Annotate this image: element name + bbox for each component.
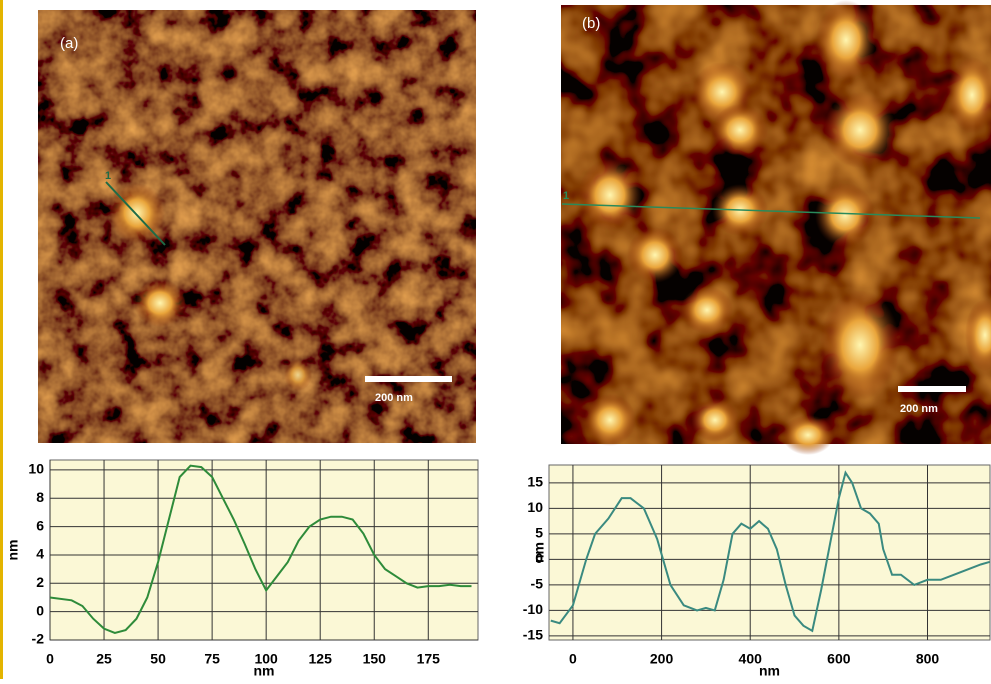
- line-marker: 1: [105, 170, 111, 182]
- plot-area: [548, 464, 991, 641]
- y-axis-label: nm: [5, 540, 21, 561]
- x-tick-label: 600: [827, 651, 851, 667]
- scale-bar-label: 200 nm: [375, 392, 413, 404]
- plot-area: [49, 459, 479, 641]
- x-tick-label: 100: [254, 651, 278, 667]
- x-tick-label: 0: [46, 651, 54, 667]
- y-tick-label: -10: [523, 601, 543, 617]
- x-tick-label: 0: [569, 651, 577, 667]
- y-tick-label: -15: [523, 627, 543, 643]
- afm-image-a: [38, 10, 476, 443]
- x-tick-label: 50: [150, 651, 166, 667]
- x-tick-label: 125: [309, 651, 333, 667]
- y-tick-label: 8: [36, 489, 44, 505]
- x-tick-label: 25: [96, 651, 112, 667]
- panel-label: (a): [60, 35, 78, 52]
- y-tick-label: 15: [527, 474, 543, 490]
- profile-line: [49, 464, 472, 634]
- edge-strip: [0, 0, 3, 679]
- y-tick-label: 2: [36, 574, 44, 590]
- x-tick-label: 175: [417, 651, 441, 667]
- y-tick-label: 4: [36, 546, 44, 562]
- x-axis-label: nm: [254, 663, 275, 679]
- y-axis-label: nm: [531, 542, 547, 563]
- scale-bar-label: 200 nm: [900, 403, 938, 415]
- y-tick-label: -5: [531, 576, 544, 592]
- x-tick-label: 150: [363, 651, 387, 667]
- y-tick-label: -2: [32, 631, 45, 647]
- x-tick-label: 400: [739, 651, 763, 667]
- x-tick-label: 200: [650, 651, 674, 667]
- profile-line: [550, 470, 990, 633]
- y-tick-label: 0: [535, 550, 543, 566]
- panel-label: (b): [582, 15, 600, 32]
- afm-image-b: [561, 0, 991, 455]
- y-tick-label: 6: [36, 517, 44, 533]
- y-tick-label: 10: [527, 499, 543, 515]
- y-tick-label: 0: [36, 602, 44, 618]
- y-tick-label: 10: [28, 461, 44, 477]
- y-tick-label: 5: [535, 525, 543, 541]
- line-marker: 1: [563, 190, 569, 202]
- x-tick-label: 800: [916, 651, 940, 667]
- x-tick-label: 75: [204, 651, 220, 667]
- x-axis-label: nm: [759, 663, 780, 679]
